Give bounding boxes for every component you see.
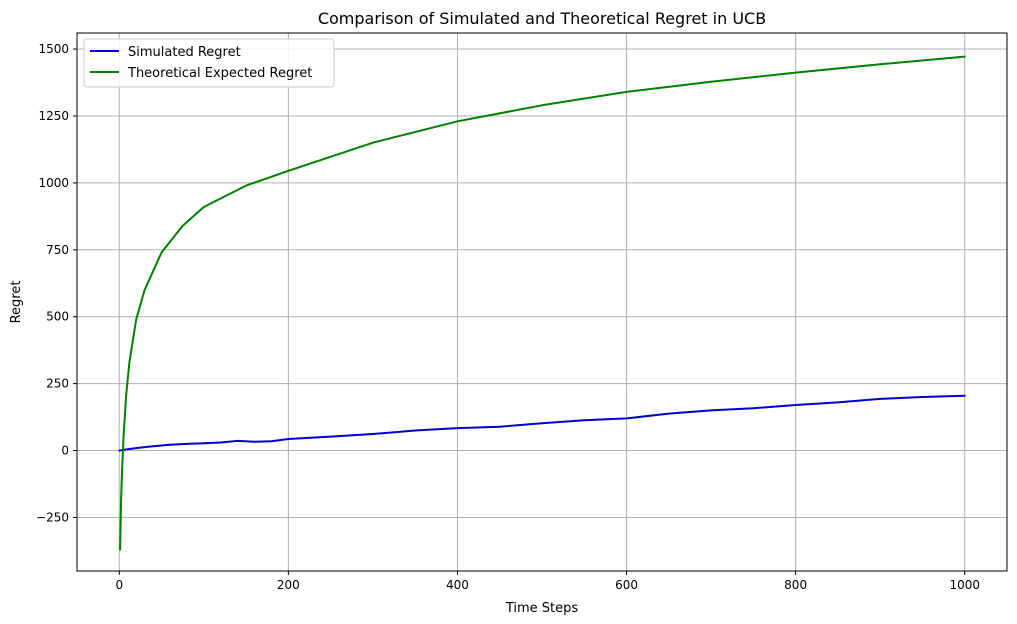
y-axis-label: Regret (9, 281, 24, 324)
series-line-simulated (118, 394, 966, 452)
axes-frame (76, 32, 1008, 572)
legend-box (83, 38, 335, 88)
x-tick-label: 0 (115, 578, 123, 592)
legend-label-theoretical: Theoretical Expected Regret (127, 66, 312, 81)
axis-ticks: 0 200 400 600 800 1000 −250 0 250 500 750 1000 1250 1… (36, 42, 980, 592)
y-tick-label: 0 (61, 444, 69, 458)
x-axis-label: Time Steps (505, 601, 579, 616)
legend-label-simulated: Simulated Regret (128, 45, 241, 60)
y-tick-label: 500 (46, 310, 69, 324)
x-tick-label: 800 (784, 578, 807, 592)
y-tick-label: −250 (36, 510, 69, 524)
y-tick-label: 250 (46, 377, 69, 391)
y-tick-label: 1000 (38, 176, 69, 190)
y-tick-label: 750 (46, 243, 69, 257)
x-tick-label: 200 (277, 578, 300, 592)
x-tick-label: 400 (446, 578, 469, 592)
x-tick-label: 600 (615, 578, 638, 592)
chart-title: Comparison of Simulated and Theoretical … (318, 9, 766, 28)
y-tick-label: 1250 (38, 109, 69, 123)
legend: Simulated Regret Theoretical Expected Re… (83, 38, 335, 88)
grid (77, 33, 1007, 571)
y-tick-label: 1500 (38, 42, 69, 56)
x-tick-label: 1000 (949, 578, 980, 592)
series-line-theoretical (119, 55, 966, 551)
series-layer (118, 55, 966, 551)
